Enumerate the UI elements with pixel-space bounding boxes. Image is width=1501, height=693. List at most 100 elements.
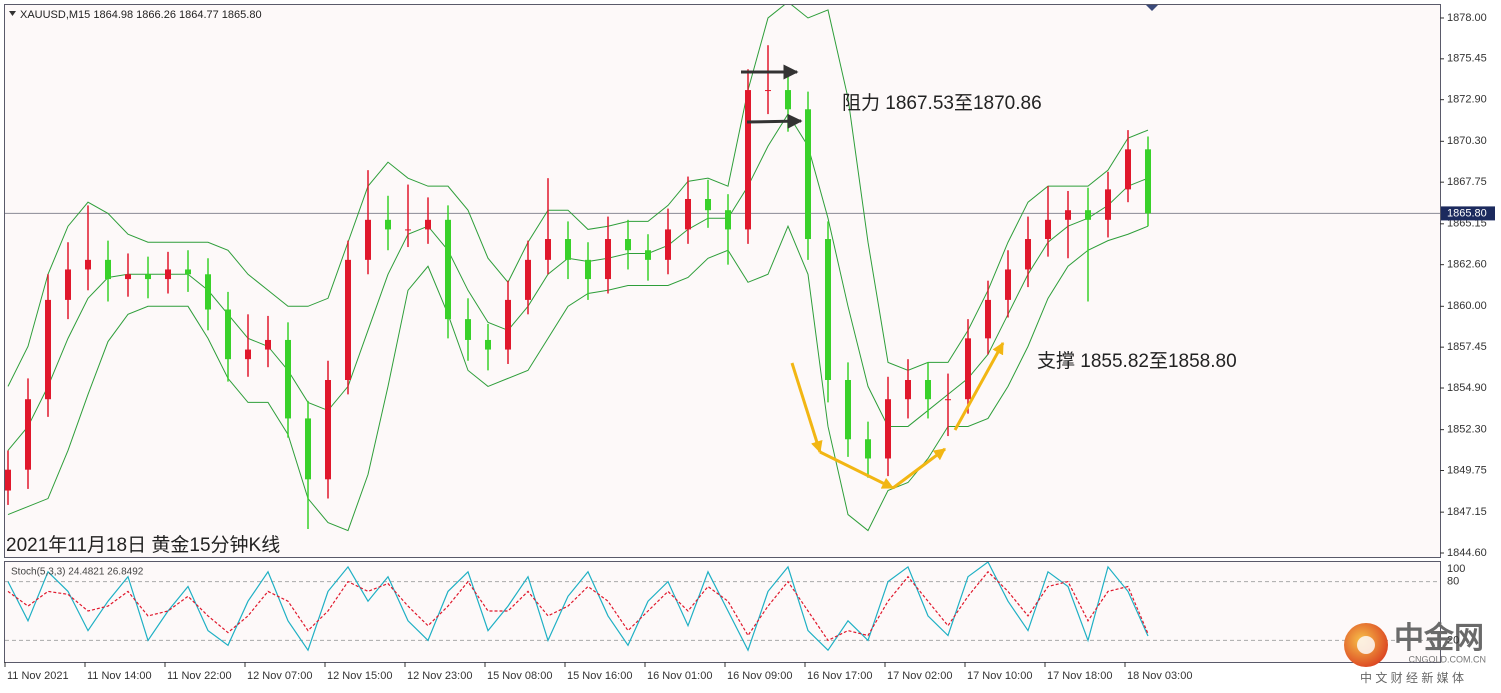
candle-body: [745, 90, 751, 230]
info-line: XAUUSD,M15 1864.98 1866.26 1864.77 1865.…: [20, 9, 262, 21]
x-tick-label: 11 Nov 2021: [7, 670, 69, 682]
candle-body: [1025, 239, 1031, 270]
x-tick-label: 16 Nov 01:00: [647, 670, 712, 682]
y-tick-label: 1847.15: [1447, 506, 1487, 518]
chart-title: 2021年11月18日 黄金15分钟K线: [6, 534, 280, 556]
annotation: 阻力 1867.53至1870.86: [842, 92, 1042, 114]
x-tick-label: 17 Nov 02:00: [887, 670, 952, 682]
candle-body: [945, 399, 951, 401]
y-tick-label: 1854.90: [1447, 382, 1487, 394]
watermark-domain: CNGOLD.COM.CN: [1408, 654, 1486, 664]
candle-body: [505, 299, 511, 350]
candle-body: [445, 219, 451, 320]
candle-body: [785, 90, 791, 110]
y-tick-label: 1849.75: [1447, 464, 1487, 476]
y-tick-label: 1852.30: [1447, 424, 1487, 436]
x-tick-label: 17 Nov 10:00: [967, 670, 1032, 682]
candle-body: [525, 259, 531, 300]
candle-body: [65, 269, 71, 300]
current-price-label: 1865.80: [1447, 207, 1487, 219]
candle-body: [225, 309, 231, 360]
candle-body: [565, 239, 571, 260]
candle-body: [585, 259, 591, 280]
watermark-brand: 中金网: [1394, 621, 1484, 655]
y-tick-label: 1867.75: [1447, 176, 1487, 188]
x-tick-label: 11 Nov 22:00: [167, 670, 232, 682]
candle-body: [465, 319, 471, 340]
candle-body: [245, 349, 251, 360]
y-tick-label: 1878.00: [1447, 12, 1487, 24]
candle-body: [45, 299, 51, 400]
candle-body: [285, 339, 291, 419]
candle-body: [405, 229, 411, 231]
candle-body: [145, 274, 151, 280]
candle-body: [5, 469, 11, 491]
candle-body: [125, 274, 131, 280]
y-tick-label: 1860.00: [1447, 300, 1487, 312]
candle-body: [805, 109, 811, 240]
stoch-tick-label: 80: [1447, 576, 1459, 588]
y-tick-label: 1862.60: [1447, 259, 1487, 271]
candle-body: [545, 239, 551, 260]
candle-body: [845, 379, 851, 440]
candle-body: [1145, 149, 1151, 214]
candle-body: [725, 210, 731, 230]
support-arrow: [892, 447, 946, 490]
support-arrow: [790, 362, 823, 454]
candle-body: [325, 379, 331, 480]
candle-body: [425, 219, 431, 230]
stoch-signal: [7, 570, 1149, 642]
candle-body: [705, 198, 711, 211]
y-tick-label: 1872.90: [1447, 94, 1487, 106]
candle-body: [305, 418, 311, 480]
x-tick-label: 15 Nov 16:00: [567, 670, 632, 682]
x-tick-label: 18 Nov 03:00: [1127, 670, 1192, 682]
candle-body: [1125, 149, 1131, 190]
stoch-main: [7, 562, 1149, 652]
menu-triangle: [9, 11, 16, 16]
y-tick-label: 1857.45: [1447, 341, 1487, 353]
candle-body: [605, 239, 611, 280]
current-price-tag: [1441, 206, 1495, 221]
candle-body: [1045, 219, 1051, 240]
stoch-plot: [5, 562, 1440, 652]
x-tick-label: 16 Nov 17:00: [807, 670, 872, 682]
x-tick-label: 12 Nov 23:00: [407, 670, 472, 682]
candle-body: [965, 338, 971, 400]
candle-body: [105, 259, 111, 280]
candle-body: [485, 339, 491, 350]
y-tick-label: 1875.45: [1447, 53, 1487, 65]
overlay: XAUUSD,M15 1864.98 1866.26 1864.77 1865.…: [4, 5, 1495, 685]
x-tick-label: 12 Nov 15:00: [327, 670, 392, 682]
candle-body: [205, 274, 211, 310]
logo-inner: [1357, 636, 1375, 654]
main-plot: [5, 5, 1440, 532]
candle-body: [625, 239, 631, 251]
y-tick-label: 1870.30: [1447, 135, 1487, 147]
x-tick-label: 12 Nov 07:00: [247, 670, 312, 682]
candle-body: [885, 399, 891, 459]
stoch-label: Stoch(5,3,3) 24.4821 26.8492: [11, 567, 144, 578]
candle-body: [365, 219, 371, 260]
annotation: 支撑 1855.82至1858.80: [1037, 350, 1237, 372]
candle-body: [865, 439, 871, 459]
x-tick-label: 16 Nov 09:00: [727, 670, 792, 682]
candle-body: [905, 379, 911, 400]
shift-marker: [1146, 5, 1158, 11]
stoch-tick-label: 100: [1447, 563, 1465, 575]
candle-body: [265, 339, 271, 350]
band-middle: [7, 113, 1149, 451]
candle-body: [385, 219, 391, 230]
candle-body: [1085, 210, 1091, 220]
y-tick-label: 1865.15: [1447, 218, 1487, 230]
y-tick-label: 1844.60: [1447, 547, 1487, 559]
candle-body: [645, 250, 651, 260]
x-tick-label: 11 Nov 14:00: [87, 670, 152, 682]
resistance-arrow: [746, 113, 803, 129]
x-tick-label: 17 Nov 18:00: [1047, 670, 1112, 682]
candle-body: [1105, 189, 1111, 220]
watermark-slogan: 中 文 财 经 新 媒 体: [1360, 670, 1464, 685]
candle-body: [925, 379, 931, 400]
candle-body: [185, 269, 191, 275]
